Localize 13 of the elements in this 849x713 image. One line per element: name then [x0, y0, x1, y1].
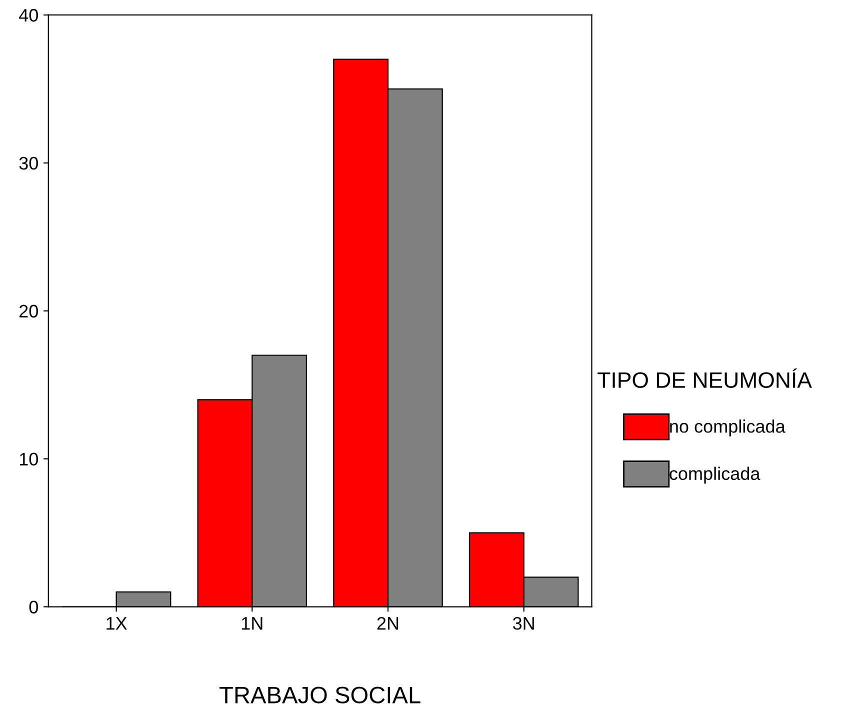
legend-label: complicada — [670, 466, 760, 484]
y-tick-label: 30 — [19, 156, 38, 170]
x-tick-label: 1X — [106, 617, 127, 630]
x-tick-label: 1N — [242, 617, 262, 630]
x-tick-label: 3N — [512, 616, 534, 630]
legend-title: TIPO DE NEUMONÍA — [598, 368, 812, 388]
x-tick-label: 2N — [377, 616, 398, 630]
y-tick-label: 10 — [20, 452, 38, 466]
y-tick-label: 40 — [19, 8, 38, 22]
x-axis-title: TRABAJO SOCIAL — [220, 686, 420, 704]
legend-label: no complicada — [670, 420, 786, 436]
y-tick-label: 0 — [29, 600, 38, 614]
y-tick-label: 20 — [20, 304, 38, 318]
